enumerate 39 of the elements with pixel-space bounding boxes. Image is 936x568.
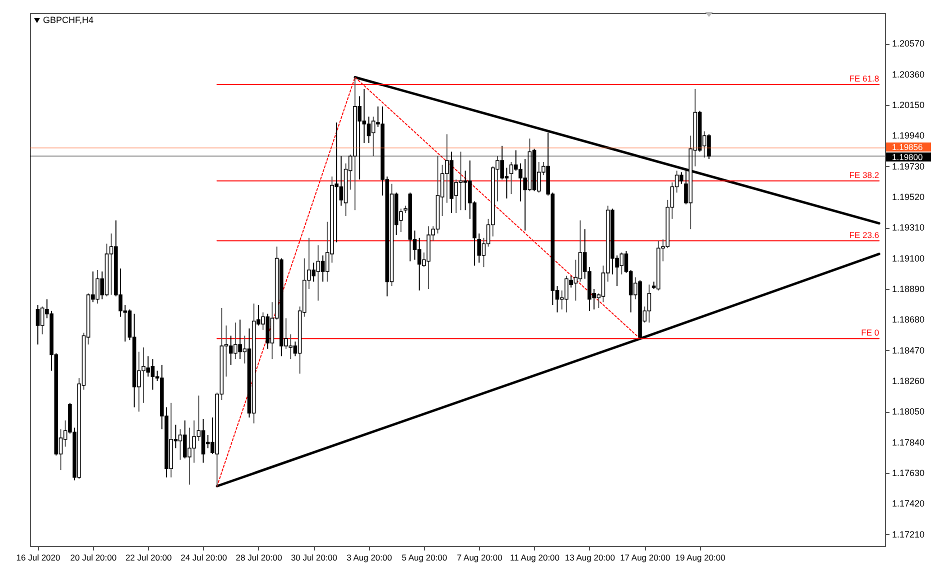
y-tick-label: 1.17420 (892, 498, 925, 509)
y-tick-label: 1.19310 (892, 222, 925, 233)
ref-line-label: 1.19800 (892, 152, 923, 162)
y-tick-label: 1.19940 (892, 130, 925, 141)
candlestick (679, 172, 684, 184)
x-tick-label: 13 Aug 20:00 (564, 552, 616, 562)
x-tick-label: 3 Aug 20:00 (346, 552, 392, 562)
y-tick-label: 1.20570 (892, 38, 925, 49)
x-tick-label: 5 Aug 20:00 (402, 552, 448, 562)
x-tick-label: 30 Jul 20:00 (290, 552, 338, 562)
series-label: FE 61.8 (849, 74, 880, 84)
y-tick-label: 1.17630 (892, 468, 925, 478)
y-tick-label: 1.18050 (892, 406, 925, 417)
y-tick-label: 1.20360 (892, 69, 925, 80)
y-tick-label: 1.17840 (892, 437, 925, 448)
x-tick-label: 19 Aug 20:00 (675, 552, 726, 562)
y-tick-label: 1.19730 (892, 161, 925, 172)
x-tick-label: 16 Jul 2020 (16, 552, 61, 562)
series-label: FE 23.6 (849, 230, 880, 240)
chart-title: GBPCHF,H4 (43, 15, 94, 25)
x-tick-label: 22 Jul 20:00 (125, 552, 172, 562)
x-tick-label: 11 Aug 20:00 (510, 552, 560, 562)
y-tick-label: 1.19520 (892, 192, 925, 202)
x-tick-label: 17 Aug 20:00 (620, 552, 670, 562)
y-tick-label: 1.18890 (892, 284, 925, 294)
y-tick-label: 1.18680 (892, 314, 925, 325)
y-tick-label: 1.18260 (892, 376, 925, 386)
y-tick-label: 1.19100 (892, 253, 925, 264)
x-tick-label: 28 Jul 20:00 (236, 552, 282, 562)
x-tick-label: 7 Aug 20:00 (456, 552, 503, 562)
ref-line-label: 1.19856 (892, 142, 923, 152)
series-label: FE 38.2 (849, 170, 880, 180)
candlestick (477, 233, 482, 264)
y-tick-label: 1.20150 (892, 100, 925, 110)
series-label: FE 0 (861, 328, 880, 338)
x-tick-label: 20 Jul 20:00 (70, 552, 117, 562)
x-tick-label: 24 Jul 20:00 (180, 552, 228, 562)
y-tick-label: 1.17210 (892, 529, 925, 540)
y-tick-label: 1.18470 (892, 345, 925, 356)
